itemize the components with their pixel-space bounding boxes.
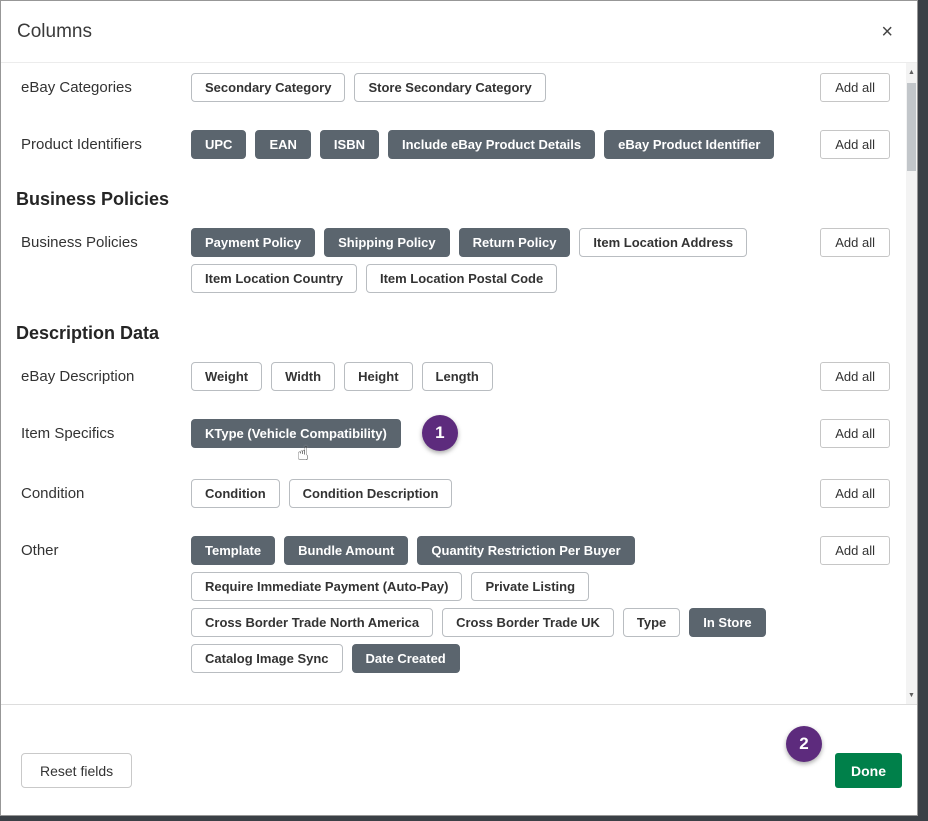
add-all-button[interactable]: Add all	[820, 73, 890, 102]
step-2-annotation: 2	[786, 726, 822, 762]
column-chip[interactable]: Catalog Image Sync	[191, 644, 343, 673]
step-1-annotation: 1	[421, 415, 458, 451]
column-chip[interactable]: Length	[421, 362, 493, 391]
field-row: eBay Categories Secondary Category Store S…	[1, 73, 917, 102]
section-heading: Description Data	[16, 323, 160, 343]
add-all-wrap: Add all	[820, 536, 890, 565]
chip-group: UPC EAN ISBN Include eBay Product Details eB…	[191, 130, 813, 159]
column-chip[interactable]: Item Location Postal Code	[365, 264, 558, 293]
column-chip[interactable]: Template	[191, 536, 276, 565]
scrollbar[interactable]: ▲ ▼	[906, 63, 917, 704]
column-chip[interactable]: EAN	[255, 130, 311, 159]
column-chip[interactable]: Payment Policy	[191, 228, 316, 257]
scroll-up-icon[interactable]: ▲	[908, 68, 915, 76]
scrollbar-thumb[interactable]	[907, 83, 916, 171]
field-row: Product Identifiers UPC EAN ISBN Include eBa…	[1, 130, 917, 159]
column-chip[interactable]: Item Location Address	[579, 228, 748, 257]
add-all-button[interactable]: Add all	[820, 362, 890, 391]
column-chip[interactable]: Include eBay Product Details	[387, 130, 596, 159]
close-icon[interactable]: ×	[881, 20, 893, 43]
column-chip[interactable]: Private Listing	[471, 572, 590, 601]
done-button[interactable]: Done	[835, 753, 902, 788]
column-chip[interactable]: ISBN	[319, 130, 379, 159]
add-all-wrap: Add all	[820, 73, 890, 102]
column-chip[interactable]: Weight	[191, 362, 263, 391]
column-chip[interactable]: Item Location Country	[191, 264, 357, 293]
add-all-wrap: Add all	[820, 419, 890, 448]
add-all-button[interactable]: Add all	[820, 536, 890, 565]
row-label: Other	[21, 542, 59, 559]
column-chip[interactable]: Bundle Amount	[284, 536, 409, 565]
column-chip[interactable]: Width	[271, 362, 336, 391]
scroll-down-icon[interactable]: ▼	[908, 691, 915, 699]
add-all-button[interactable]: Add all	[820, 130, 890, 159]
row-label: Item Specifics	[21, 425, 115, 442]
modal-body: eBay Categories Secondary Category Store S…	[1, 63, 917, 704]
row-label: Condition	[21, 485, 85, 502]
add-all-wrap: Add all	[820, 228, 890, 257]
row-label: Product Identifiers	[21, 136, 142, 153]
row-label: eBay Categories	[21, 79, 132, 96]
modal-footer: Reset fields 2 Done	[1, 704, 917, 815]
column-chip[interactable]: KType (Vehicle Compatibility)	[191, 419, 401, 448]
chip-group: Payment Policy Shipping Policy Return Poli…	[191, 228, 813, 293]
add-all-button[interactable]: Add all	[820, 479, 890, 508]
chip-group: Secondary Category Store Secondary Catego…	[191, 73, 813, 102]
column-chip[interactable]: Require Immediate Payment (Auto-Pay)	[191, 572, 463, 601]
field-row: Business Policies Payment Policy Shipping …	[1, 228, 917, 293]
column-chip[interactable]: Date Created	[351, 644, 460, 673]
modal-body-rows: eBay Categories Secondary Category Store S…	[1, 63, 917, 673]
add-all-button[interactable]: Add all	[820, 228, 890, 257]
chip-group: KType (Vehicle Compatibility) 1 ☝	[191, 415, 813, 465]
column-chip[interactable]: Condition	[191, 479, 280, 508]
column-chip[interactable]: Return Policy	[458, 228, 571, 257]
field-row: Item Specifics KType (Vehicle Compatibili…	[1, 415, 917, 465]
hand-cursor-icon: ☝	[297, 444, 309, 465]
chip-group: Condition Condition Description	[191, 479, 813, 508]
column-chip[interactable]: Type	[622, 608, 681, 637]
modal-title: Columns	[17, 20, 92, 42]
column-chip[interactable]: In Store	[689, 608, 766, 637]
add-all-wrap: Add all	[820, 479, 890, 508]
reset-fields-button[interactable]: Reset fields	[21, 753, 133, 788]
column-chip[interactable]: eBay Product Identifier	[604, 130, 775, 159]
add-all-button[interactable]: Add all	[820, 419, 890, 448]
column-chip[interactable]: Shipping Policy	[324, 228, 450, 257]
column-chip[interactable]: Cross Border Trade North America	[191, 608, 434, 637]
column-chip[interactable]: Cross Border Trade UK	[442, 608, 614, 637]
add-all-wrap: Add all	[820, 362, 890, 391]
chip-group: Weight Width Height Length	[191, 362, 813, 391]
column-chip[interactable]: Store Secondary Category	[354, 73, 546, 102]
column-chip[interactable]: UPC	[191, 130, 247, 159]
chip-group: Template Bundle Amount Quantity Restrictio…	[191, 536, 813, 673]
column-chip[interactable]: Height	[344, 362, 413, 391]
modal-header: Columns ×	[1, 1, 917, 63]
column-chip[interactable]: Quantity Restriction Per Buyer	[417, 536, 635, 565]
field-row: Condition Condition Condition Description A…	[1, 479, 917, 508]
column-chip[interactable]: Condition Description	[288, 479, 453, 508]
column-chip[interactable]: Secondary Category	[191, 73, 346, 102]
row-label: Business Policies	[21, 234, 138, 251]
section-heading: Business Policies	[16, 189, 170, 209]
field-row: eBay Description Weight Width Height Length A…	[1, 362, 917, 391]
field-row: Other Template Bundle Amount Quantity Restr…	[1, 536, 917, 673]
row-label: eBay Description	[21, 368, 135, 385]
add-all-wrap: Add all	[820, 130, 890, 159]
